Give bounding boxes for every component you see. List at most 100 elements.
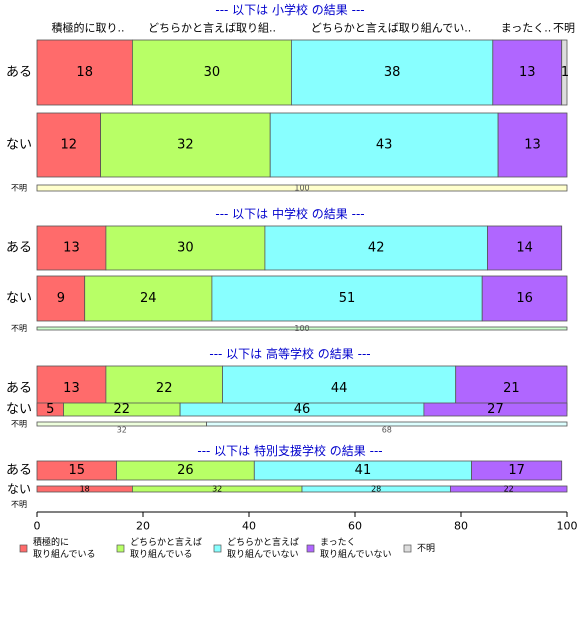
bar-segment [131,39,292,106]
row-label: ある [6,381,32,396]
legend-swatch [403,544,412,553]
legend-label: 取り組んでいる [33,548,96,560]
legend-label: どちらかと言えば [227,536,299,548]
bar-value-label: 44 [331,381,348,396]
bar-value-label: 32 [212,485,222,494]
bar-value-label: 1 [561,65,569,80]
bar-segment [561,39,568,106]
bar-value-label: 13 [63,381,80,396]
bar-value-label: 18 [76,65,93,80]
bar-value-label: 13 [63,241,80,256]
bar-segment [497,112,568,178]
x-tick-label: 20 [136,520,150,533]
bar-value-label: 13 [519,65,536,80]
legend-label: 取り組んでいない [320,548,392,560]
row-label: ない [6,402,32,417]
bar-value-label: 5 [46,402,54,417]
bar-segment [36,39,133,106]
top-category-label: どちらかと言えば取り組んでい.. [311,22,471,35]
bar-value-label: 30 [204,65,221,80]
row-label: ない [7,482,31,496]
legend-swatch [19,544,28,553]
x-tick-label: 40 [242,520,256,533]
bar-value-label: 100 [294,184,309,193]
legend-swatch [213,544,222,553]
bar-value-label: 22 [156,381,173,396]
bar-value-label: 42 [368,241,385,256]
row-label: ある [6,241,32,256]
bar-value-label: 9 [57,291,65,306]
bar-value-label: 100 [294,324,309,333]
legend-swatch [306,544,315,553]
bar-value-label: 27 [487,402,504,417]
bar-value-label: 43 [376,138,393,153]
bar-segment [36,112,101,178]
bar-segment [84,275,213,322]
bar-value-label: 18 [80,485,90,494]
row-label: 不明 [11,500,27,509]
panel-title: --- 以下は 小学校 の結果 --- [215,2,364,17]
x-tick-label: 0 [34,520,41,533]
row-label: ある [6,463,32,478]
bar-value-label: 38 [384,65,401,80]
bar-value-label: 15 [68,463,85,478]
bar-value-label: 22 [504,485,514,494]
panel-title: --- 以下は 特別支援学校 の結果 --- [197,443,382,458]
bar-value-label: 22 [114,402,131,417]
bar-segment [492,39,563,106]
bar-value-label: 30 [177,241,194,256]
bar-segment [264,225,488,271]
panel-title: --- 以下は 高等学校 の結果 --- [209,346,370,361]
bar-value-label: 17 [508,463,525,478]
x-tick-label: 80 [454,520,468,533]
bar-segment [290,39,494,106]
legend-label: まったく [320,537,356,548]
bar-value-label: 21 [503,381,520,396]
bar-value-label: 14 [516,241,533,256]
bar-value-label: 24 [140,291,157,306]
row-label: ない [6,291,32,306]
bar-segment [36,275,86,322]
bar-value-label: 16 [516,291,533,306]
bar-value-label: 41 [355,463,372,478]
legend-swatch [116,544,125,553]
bar-segment [487,225,563,271]
row-label: ない [6,138,32,153]
top-category-label: どちらかと言えば取り組.. [148,22,276,35]
x-tick-label: 100 [557,520,578,533]
bar-segment [481,275,568,322]
bar-value-label: 12 [61,138,78,153]
row-label: 不明 [11,324,27,333]
legend-label: 取り組んでいない [227,548,299,560]
bar-value-label: 28 [371,485,381,494]
bar-value-label: 46 [294,402,311,417]
row-label: ある [6,65,32,80]
bar-segment [100,112,271,178]
bar-segment [423,402,568,417]
bar-segment [36,326,568,331]
row-label: 不明 [11,420,27,429]
bar-segment [471,460,563,481]
legend-label: どちらかと言えば [130,536,202,548]
bar-segment [269,112,499,178]
bar-value-label: 32 [177,138,194,153]
bar-value-label: 26 [177,463,194,478]
bar-segment [211,275,483,322]
legend-label: 不明 [417,543,435,554]
legend-label: 取り組んでいる [130,548,193,560]
bar-segment [449,485,568,493]
bar-segment [105,225,266,271]
bar-value-label: 13 [524,138,541,153]
bar-value-label: 32 [117,426,127,435]
bar-segment [206,421,568,427]
bar-segment [36,225,107,271]
top-category-label: まったく.. [501,22,552,35]
row-label: 不明 [11,184,27,193]
bar-value-label: 51 [339,291,356,306]
x-tick-label: 60 [348,520,362,533]
top-category-label: 積極的に取り.. [52,21,125,35]
legend-label: 積極的に [33,536,69,548]
bar-segment [36,184,568,192]
bar-value-label: 68 [382,426,392,435]
